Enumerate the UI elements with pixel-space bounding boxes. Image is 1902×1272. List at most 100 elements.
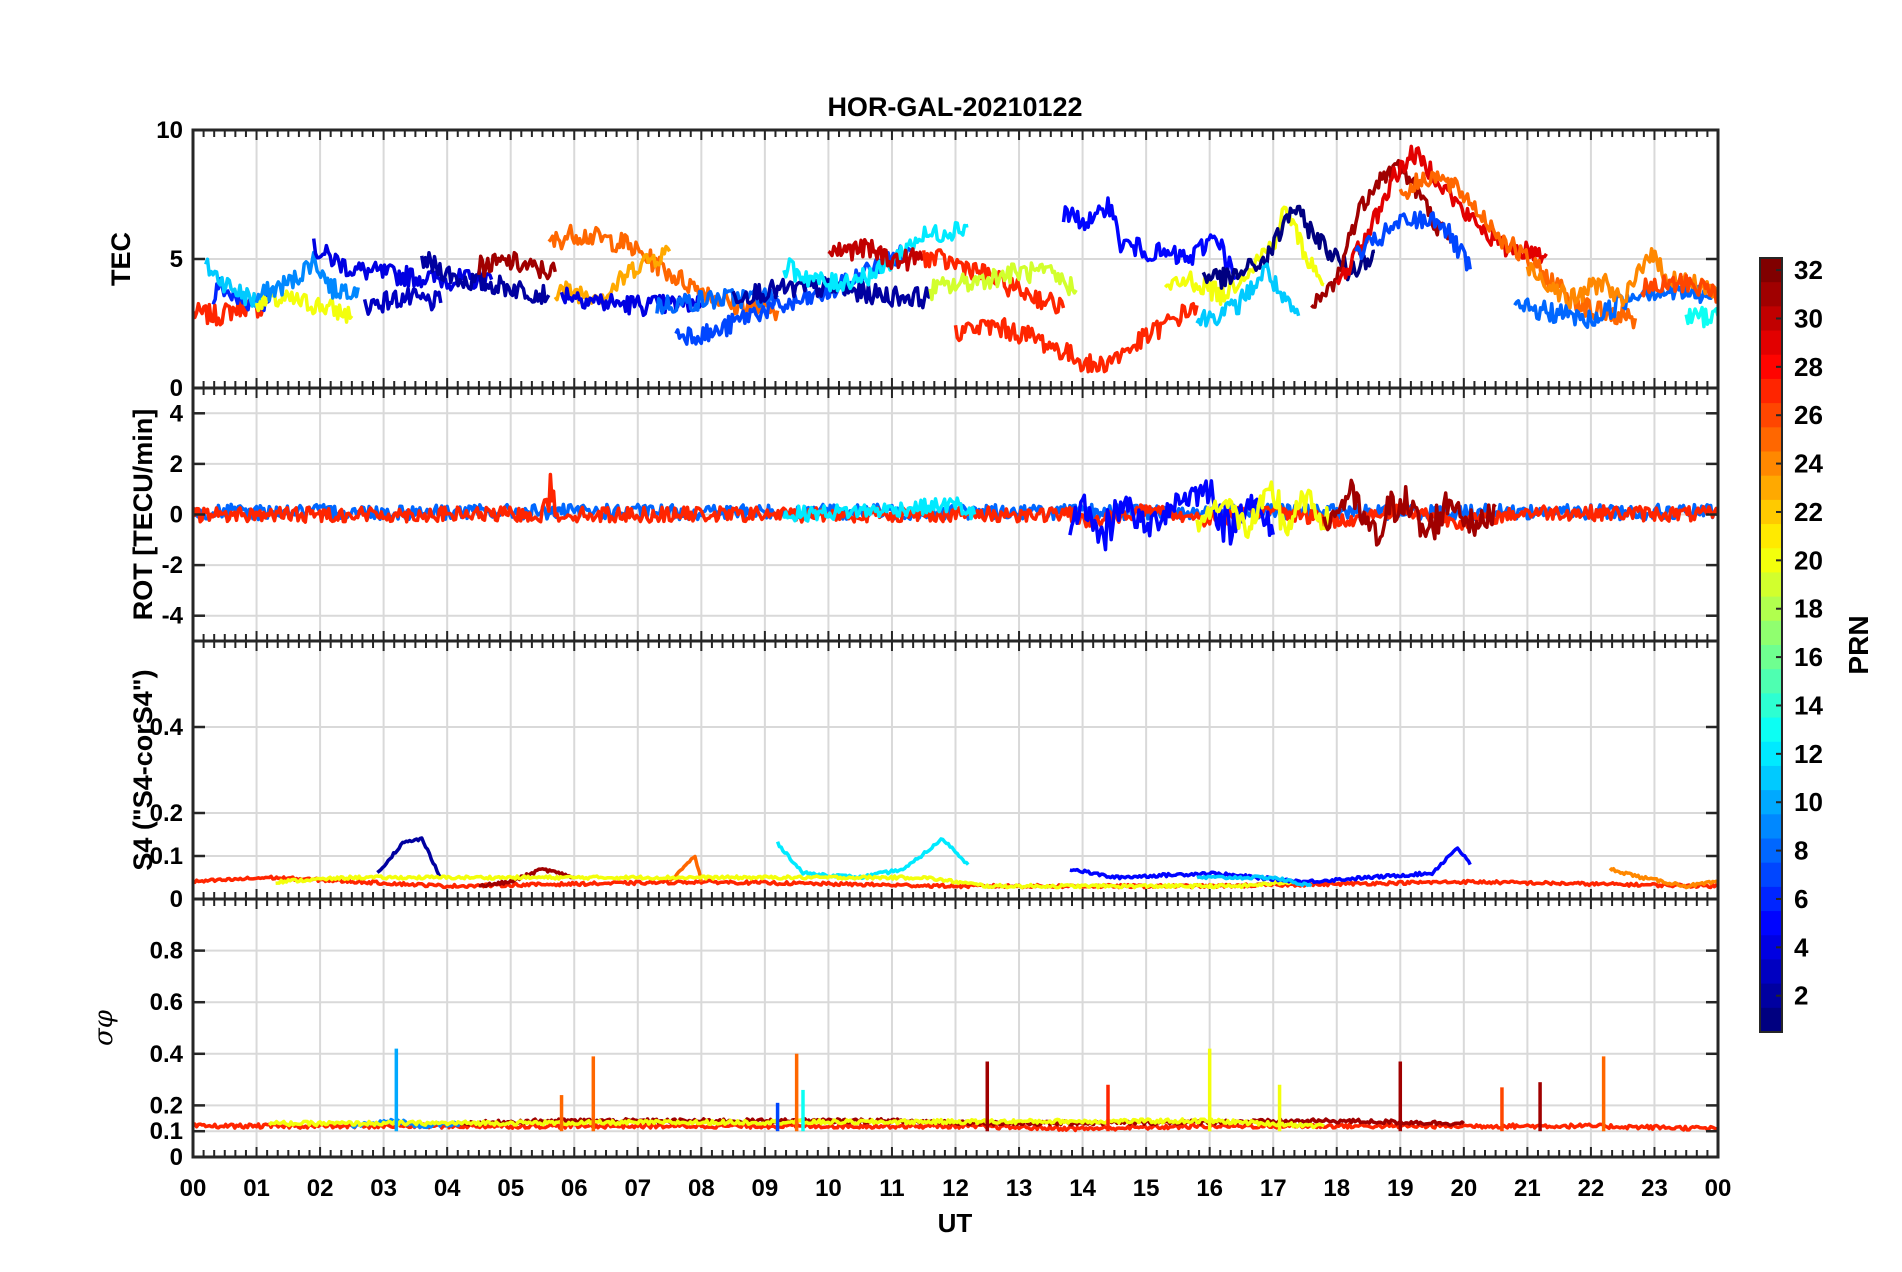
prn-30-trace [827,237,926,272]
colorbar-segment [1760,330,1782,356]
colorbar-segment [1760,959,1782,985]
y-tick-label: 0.1 [150,843,183,870]
y-tick-label: 10 [156,117,183,144]
colorbar-segment [1760,645,1782,670]
y-tick-label: 0.2 [150,1092,183,1119]
x-tick-label: 11 [879,1175,904,1202]
prn-1-trace [1201,204,1375,290]
y-tick-label: 0 [170,502,183,529]
colorbar-tick-label: 14 [1794,690,1823,720]
colorbar-segment [1760,524,1782,549]
panel-3-series [193,1048,1718,1133]
x-tick-label: 18 [1323,1175,1350,1202]
x-tick-label: 14 [1069,1175,1096,1202]
panel-1-series [193,472,1718,552]
x-tick-label: 19 [1387,1175,1414,1202]
y-tick-label: 0.2 [150,800,183,827]
colorbar-label: PRN [1843,615,1874,674]
y-tick-label: 0.6 [150,989,183,1016]
chart-title: HOR-GAL-20210122 [827,92,1082,122]
prn-26-trace [1640,272,1718,304]
y-tick-label: 2 [170,451,183,478]
colorbar-tick-label: 28 [1794,352,1823,382]
prn-2-trace [420,250,551,305]
prn-13-trace [1684,305,1718,329]
x-axis-label: UT [938,1208,973,1238]
colorbar-segment [1760,838,1782,864]
x-tick-label: 12 [942,1175,969,1202]
prn-5-trace [1061,196,1237,281]
x-tick-label: 01 [243,1175,270,1202]
x-tick-label: 21 [1514,1175,1541,1202]
y-tick-label: -2 [162,552,183,579]
x-tick-label: 03 [370,1175,397,1202]
prn-4-trace [311,238,494,292]
colorbar-segment [1760,403,1782,428]
colorbar-segment [1760,935,1782,961]
colorbar-segment [1760,693,1782,719]
colorbar-segment [1760,814,1782,840]
x-tick-label: 06 [561,1175,588,1202]
x-tick-label: 20 [1450,1175,1477,1202]
prn-12-trace [775,837,970,881]
x-tick-label: 05 [497,1175,524,1202]
colorbar-segment [1760,620,1782,646]
colorbar-segment [1760,572,1782,598]
prn-19-trace [928,261,1078,302]
colorbar-tick-label: 8 [1794,836,1808,866]
prn-3-trace [362,286,443,316]
colorbar-segment [1760,451,1782,477]
prn-31-trace [1322,478,1497,547]
colorbar-segment [1760,596,1782,622]
colorbar-segment [1760,282,1782,307]
colorbar-tick-label: 4 [1794,932,1809,962]
y-tick-label: 0.1 [150,1118,183,1145]
prn-2-trace [731,276,932,310]
prn-7-trace [1354,210,1472,272]
colorbar-segment [1760,911,1782,936]
prn-24-trace [1608,866,1718,890]
x-tick-label: 08 [688,1175,715,1202]
colorbar-tick-label: 2 [1794,981,1808,1011]
colorbar-segment [1760,886,1782,912]
y-tick-label: 0.4 [150,1041,184,1068]
prn-11-trace [1196,874,1313,888]
colorbar-segment [1760,475,1782,501]
prn-12-trace [782,220,969,293]
colorbar-tick-label: 16 [1794,642,1823,672]
panel-0-series [193,144,1718,374]
colorbar-segment [1760,862,1782,888]
prn-31-trace [477,250,557,281]
colorbar-tick-label: 20 [1794,545,1823,575]
y-tick-label: 5 [170,246,183,273]
colorbar-tick-label: 10 [1794,787,1823,817]
colorbar-frame [1759,257,1783,1033]
x-tick-label: 09 [752,1175,779,1202]
colorbar-tick-label: 30 [1794,303,1823,333]
x-tick-label: 22 [1578,1175,1605,1202]
prn-2-trace [376,836,443,879]
prn-31-trace [1310,158,1453,309]
y-tick-label: 4 [170,400,184,427]
colorbar-segment [1760,354,1782,380]
x-tick-label: 15 [1133,1175,1160,1202]
prn-11-trace [204,257,265,310]
prn-20-trace [1195,480,1332,539]
panel-2-series [193,836,1718,890]
colorbar-segment [1760,1007,1782,1033]
prn-5-trace [1068,479,1275,552]
y-tick-label: -4 [162,603,184,630]
panel-2-ylabel: S4 ("S4-corS4") [128,669,158,870]
colorbar-segment [1760,378,1782,404]
colorbar-tick-label: 24 [1794,449,1823,479]
x-tick-label: 13 [1006,1175,1033,1202]
prn-27-trace [953,301,1199,374]
colorbar-tick-label: 32 [1794,255,1823,285]
x-tick-label: 16 [1196,1175,1223,1202]
colorbar-segment [1760,669,1782,694]
colorbar-segment [1760,717,1782,743]
y-tick-label: 0 [170,1144,183,1171]
colorbar-segment [1760,306,1782,332]
